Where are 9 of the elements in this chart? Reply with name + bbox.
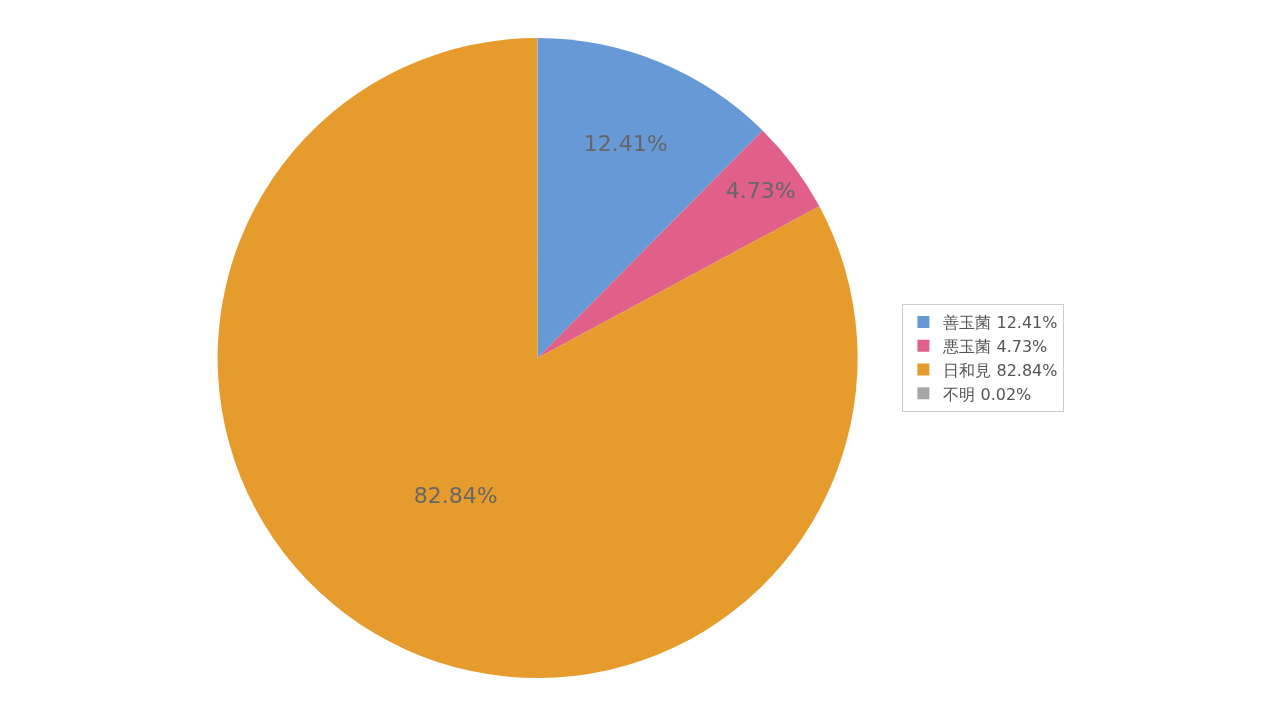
legend-label: 善玉菌 12.41%: [943, 313, 1058, 333]
data-label: 4.73%: [725, 178, 796, 204]
legend-label: 不明 0.02%: [943, 384, 1032, 404]
data-label: 12.41%: [583, 131, 668, 157]
data-label: 82.84%: [413, 482, 498, 508]
legend-label: 悪玉菌 4.73%: [942, 336, 1048, 356]
legend-label: 日和見 82.84%: [943, 360, 1058, 380]
pie-slice: [217, 38, 858, 678]
pie-slice: [537, 130, 820, 358]
